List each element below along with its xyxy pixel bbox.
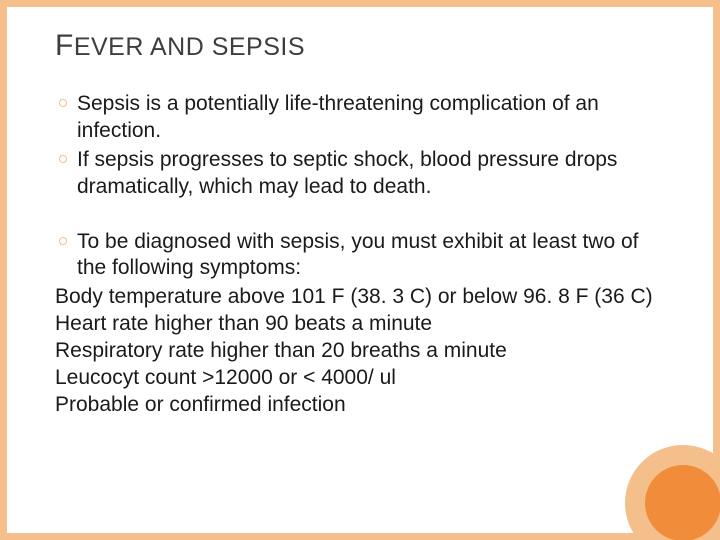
outer-circle	[625, 445, 720, 540]
title-first-letter: F	[55, 29, 74, 63]
slide: FEVER AND SEPSIS Sepsis is a potentially…	[0, 0, 720, 540]
bullet-icon	[59, 155, 67, 163]
bullet-icon	[59, 99, 67, 107]
plain-line: Body temperature above 101 F (38. 3 C) o…	[55, 284, 673, 311]
plain-line: Heart rate higher than 90 beats a minute	[55, 311, 673, 338]
bullet-icon	[59, 237, 67, 245]
bullet-group-1: Sepsis is a potentially life-threatening…	[55, 91, 673, 201]
slide-content: Sepsis is a potentially life-threatening…	[55, 91, 673, 419]
plain-line: Respiratory rate higher than 20 breaths …	[55, 338, 673, 365]
bullet-text: Sepsis is a potentially life-threatening…	[77, 91, 673, 145]
bullet-text: If sepsis progresses to septic shock, bl…	[77, 147, 673, 201]
bullet-group-2: To be diagnosed with sepsis, you must ex…	[55, 229, 673, 419]
title-rest: EVER AND SEPSIS	[74, 33, 305, 61]
bullet-text: To be diagnosed with sepsis, you must ex…	[77, 229, 673, 283]
plain-line: Probable or confirmed infection	[55, 392, 673, 419]
list-item: If sepsis progresses to septic shock, bl…	[55, 147, 673, 201]
list-item: Sepsis is a potentially life-threatening…	[55, 91, 673, 145]
list-item: To be diagnosed with sepsis, you must ex…	[55, 229, 673, 283]
slide-title: FEVER AND SEPSIS	[55, 29, 673, 63]
inner-circle	[645, 465, 720, 540]
plain-line: Leucocyt count >12000 or < 4000/ ul	[55, 365, 673, 392]
decor-circles-icon	[583, 403, 720, 540]
